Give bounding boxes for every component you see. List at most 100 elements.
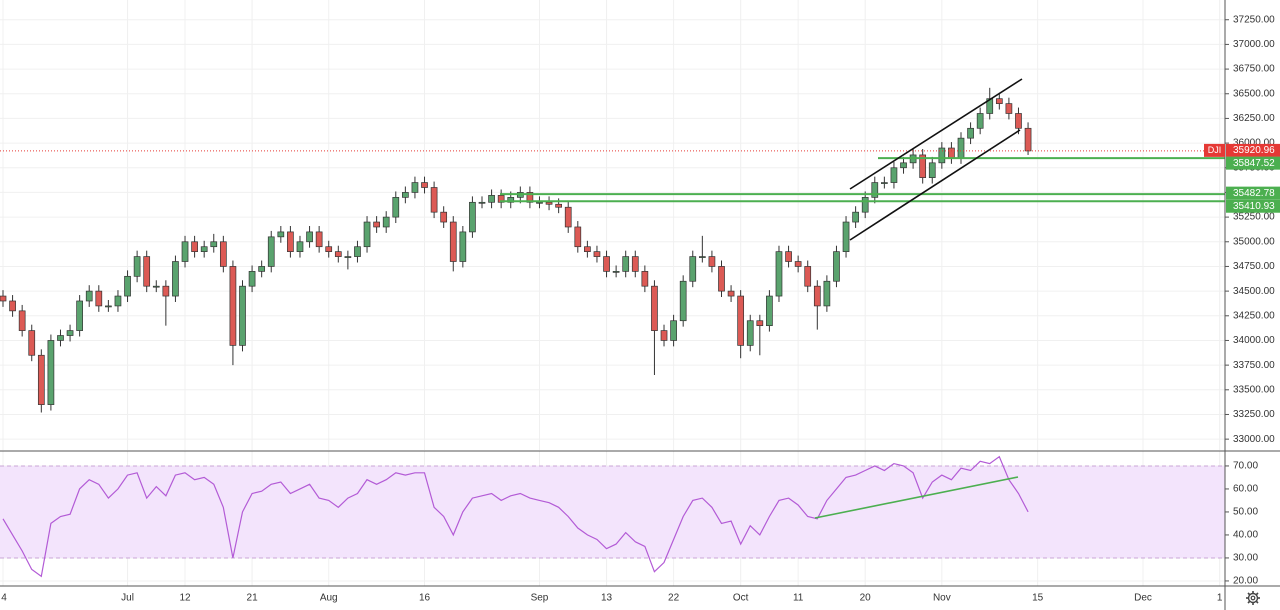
- candle-down: [37, 354, 45, 405]
- candle-up: [928, 162, 936, 178]
- candle-up: [66, 330, 74, 336]
- candle-down: [794, 261, 802, 267]
- candle-down: [373, 221, 380, 228]
- candle-up: [344, 256, 352, 258]
- candle-up: [411, 182, 419, 193]
- candle-up: [133, 256, 141, 277]
- candle-down: [995, 98, 1003, 104]
- y-tick-label: 70.00: [1233, 461, 1258, 472]
- x-tick-label: 4: [1, 593, 7, 604]
- y-tick-label: 60.00: [1233, 484, 1258, 495]
- candle-down: [334, 251, 342, 257]
- candle-up: [76, 300, 83, 331]
- y-tick-label: 36000.00: [1233, 138, 1275, 149]
- y-tick-label: 36500.00: [1233, 88, 1275, 99]
- settings-button[interactable]: [1246, 591, 1260, 605]
- candle-down: [191, 241, 198, 252]
- last-price-label: 35920.96: [1233, 145, 1275, 156]
- candle-up: [976, 113, 984, 129]
- candle-down: [651, 285, 658, 331]
- candle-down: [574, 226, 582, 248]
- x-tick-label: 22: [668, 593, 680, 604]
- candle-up: [267, 236, 275, 267]
- candle-down: [660, 330, 668, 341]
- rsi-band: [0, 465, 1225, 558]
- x-tick-label: 16: [419, 593, 431, 604]
- y-tick-label: 34250.00: [1233, 310, 1275, 321]
- candle-down: [287, 231, 294, 252]
- level-tag: [1226, 199, 1280, 213]
- candle-down: [593, 251, 601, 257]
- candle-down: [9, 300, 16, 312]
- rsi-trendline: [814, 476, 1019, 519]
- candle-up: [823, 280, 831, 307]
- candle-up: [507, 197, 515, 203]
- x-tick-label: 20: [860, 593, 872, 604]
- candle-up: [775, 251, 783, 297]
- level-tag: [1226, 156, 1280, 170]
- y-tick-label: 40.00: [1233, 530, 1258, 541]
- marks-layer: [0, 87, 1225, 578]
- y-tick-label: 35000.00: [1233, 236, 1275, 247]
- candle-down: [545, 201, 553, 205]
- candle-up: [363, 221, 371, 248]
- candle-down: [18, 310, 26, 331]
- candle-up: [57, 335, 64, 341]
- candle-down: [708, 256, 716, 267]
- symbol-tag: [1204, 143, 1225, 157]
- candle-up: [852, 211, 859, 223]
- candle-down: [440, 211, 448, 223]
- candle-up: [354, 246, 361, 257]
- candle-up: [536, 201, 543, 204]
- y-tick-label: 36250.00: [1233, 113, 1275, 124]
- candle-down: [315, 231, 323, 248]
- candle-up: [689, 256, 697, 282]
- candle-down: [219, 241, 227, 267]
- candle-up: [200, 246, 208, 252]
- candle-down: [162, 285, 170, 297]
- candle-up: [833, 251, 840, 282]
- y-tick-label: 50.00: [1233, 507, 1258, 518]
- candle-down: [813, 285, 821, 307]
- candle-down: [229, 266, 237, 346]
- candle-up: [622, 256, 630, 272]
- candle-up: [938, 147, 946, 164]
- y-tick-label: 33250.00: [1233, 409, 1275, 420]
- y-tick-label: 30.00: [1233, 553, 1258, 564]
- level-label: 35847.52: [1233, 158, 1275, 169]
- candle-up: [181, 241, 189, 262]
- y-tick-label: 33000.00: [1233, 434, 1275, 445]
- x-tick-label: Nov: [933, 593, 951, 604]
- candle-up: [124, 275, 131, 297]
- x-tick-label: Oct: [733, 593, 749, 604]
- candle-up: [766, 295, 773, 327]
- y-tick-label: 37250.00: [1233, 14, 1275, 25]
- candle-down: [727, 290, 735, 297]
- candle-down: [737, 295, 745, 346]
- x-tick-label: Sep: [531, 593, 549, 604]
- candle-up: [459, 231, 467, 262]
- candle-down: [718, 266, 725, 292]
- candle-down: [948, 147, 955, 159]
- y-tick-label: 34000.00: [1233, 335, 1275, 346]
- candle-down: [497, 195, 505, 203]
- y-tick-label: 33750.00: [1233, 360, 1275, 371]
- candle-up: [890, 167, 898, 183]
- x-tick-label: 12: [179, 593, 191, 604]
- candle-up: [277, 231, 285, 238]
- candle-up: [861, 197, 869, 213]
- candle-up: [900, 162, 907, 169]
- candle-up: [248, 271, 256, 287]
- candle-up: [258, 266, 266, 272]
- x-tick-label: Jul: [121, 593, 134, 604]
- symbol-label: DJI: [1208, 145, 1222, 155]
- candle-up: [679, 280, 687, 322]
- candle-up: [85, 290, 93, 302]
- candle-up: [612, 271, 620, 273]
- x-tick-label: Aug: [320, 593, 338, 604]
- candle-down: [584, 246, 591, 252]
- candle-up: [402, 192, 409, 198]
- price-axis-bg: [1225, 0, 1280, 610]
- y-tick-label: 35250.00: [1233, 212, 1275, 223]
